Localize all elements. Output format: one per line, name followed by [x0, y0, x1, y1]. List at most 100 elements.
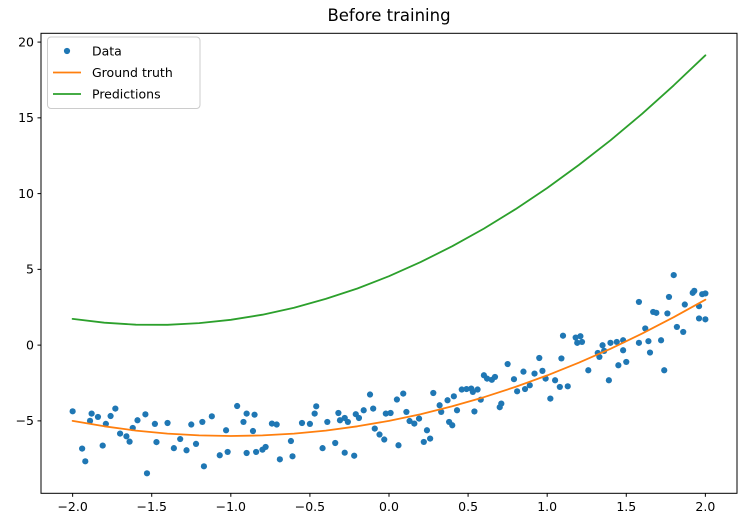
data-point — [498, 400, 505, 407]
data-point — [79, 445, 86, 452]
data-point — [200, 463, 208, 470]
data-point — [670, 272, 677, 279]
data-point — [86, 417, 94, 424]
data-point — [298, 419, 306, 427]
data-point — [536, 354, 543, 362]
data-point — [463, 385, 470, 393]
data-point — [177, 435, 184, 443]
data-point — [370, 405, 377, 412]
data-point — [123, 433, 130, 440]
data-point — [222, 427, 230, 434]
y-tick-label: 5 — [26, 262, 34, 277]
data-point — [376, 431, 383, 438]
data-point — [107, 412, 114, 420]
data-point — [395, 442, 402, 449]
data-point — [324, 418, 331, 426]
data-point — [514, 388, 521, 395]
data-point — [491, 373, 499, 381]
data-point — [657, 337, 665, 344]
data-point — [366, 391, 374, 398]
data-point — [243, 449, 250, 457]
data-point — [88, 410, 95, 417]
data-point — [572, 334, 579, 341]
data-point — [596, 353, 603, 361]
data-point — [673, 323, 680, 331]
y-tick-label: 15 — [18, 110, 34, 125]
data-point — [287, 437, 295, 445]
chart-title: Before training — [327, 6, 450, 25]
data-point — [382, 410, 389, 417]
data-point — [469, 388, 476, 396]
data-point — [450, 393, 457, 400]
legend-box — [47, 36, 201, 109]
data-point — [313, 403, 320, 410]
y-tick-label: 20 — [18, 34, 34, 49]
data-point — [578, 338, 586, 346]
data-point — [335, 409, 342, 417]
data-point — [458, 386, 465, 393]
x-tick-label: 0.5 — [458, 499, 478, 514]
data-point — [170, 445, 177, 452]
data-point — [411, 420, 418, 427]
y-tick-label: 0 — [26, 337, 34, 352]
data-point — [605, 377, 612, 384]
data-point — [153, 438, 160, 446]
data-point — [539, 367, 546, 374]
data-point — [224, 448, 231, 456]
data-point — [82, 458, 89, 465]
x-tick-label: −2.0 — [57, 499, 87, 514]
data-point — [483, 375, 491, 382]
x-tick-label: 1.5 — [616, 499, 636, 514]
data-point — [351, 452, 358, 459]
data-point — [504, 360, 511, 368]
data-point — [623, 358, 630, 366]
data-point — [188, 421, 195, 428]
data-point — [680, 328, 687, 336]
data-point — [436, 402, 443, 409]
data-point — [613, 338, 620, 346]
data-point — [438, 408, 445, 416]
data-point — [344, 418, 351, 426]
data-point — [645, 338, 652, 345]
data-point — [664, 310, 671, 317]
data-point — [615, 362, 622, 369]
plot-area: −2.0 −1.5 −1.0 −0.5 0.0 0.5 1.0 1.5 2.0 −5 0 5 10 15 2… — [16, 32, 738, 514]
data-point — [332, 439, 339, 447]
data-point — [427, 435, 434, 442]
data-point — [126, 438, 133, 445]
data-point — [306, 420, 314, 428]
data-point — [251, 411, 258, 418]
data-point — [574, 339, 581, 346]
data-point — [253, 448, 260, 456]
data-point — [444, 397, 451, 404]
legend-item-predictions: Predictions — [53, 86, 161, 101]
data-point — [599, 342, 606, 349]
legend-item-ground-truth: Ground truth — [53, 65, 173, 80]
data-point — [360, 407, 367, 414]
data-point — [183, 447, 190, 454]
data-point — [311, 410, 318, 417]
x-tick-label: 1.0 — [537, 499, 557, 514]
data-point — [556, 383, 563, 391]
data-point — [642, 325, 649, 332]
data-point — [99, 442, 106, 449]
data-point — [635, 298, 643, 306]
data-point — [192, 440, 200, 448]
data-point — [208, 413, 215, 420]
data-point — [393, 396, 401, 403]
data-point — [262, 443, 269, 451]
x-tick-label: 2.0 — [695, 499, 715, 514]
data-point — [620, 347, 627, 354]
data-point — [400, 390, 407, 397]
data-point — [559, 332, 567, 339]
data-point — [510, 376, 518, 383]
data-point — [471, 408, 478, 415]
data-point — [112, 405, 119, 412]
data-point — [69, 408, 76, 415]
data-point — [558, 355, 565, 362]
data-point — [289, 453, 296, 460]
data-point — [564, 383, 571, 390]
data-point — [249, 427, 257, 435]
data-point — [474, 386, 481, 393]
